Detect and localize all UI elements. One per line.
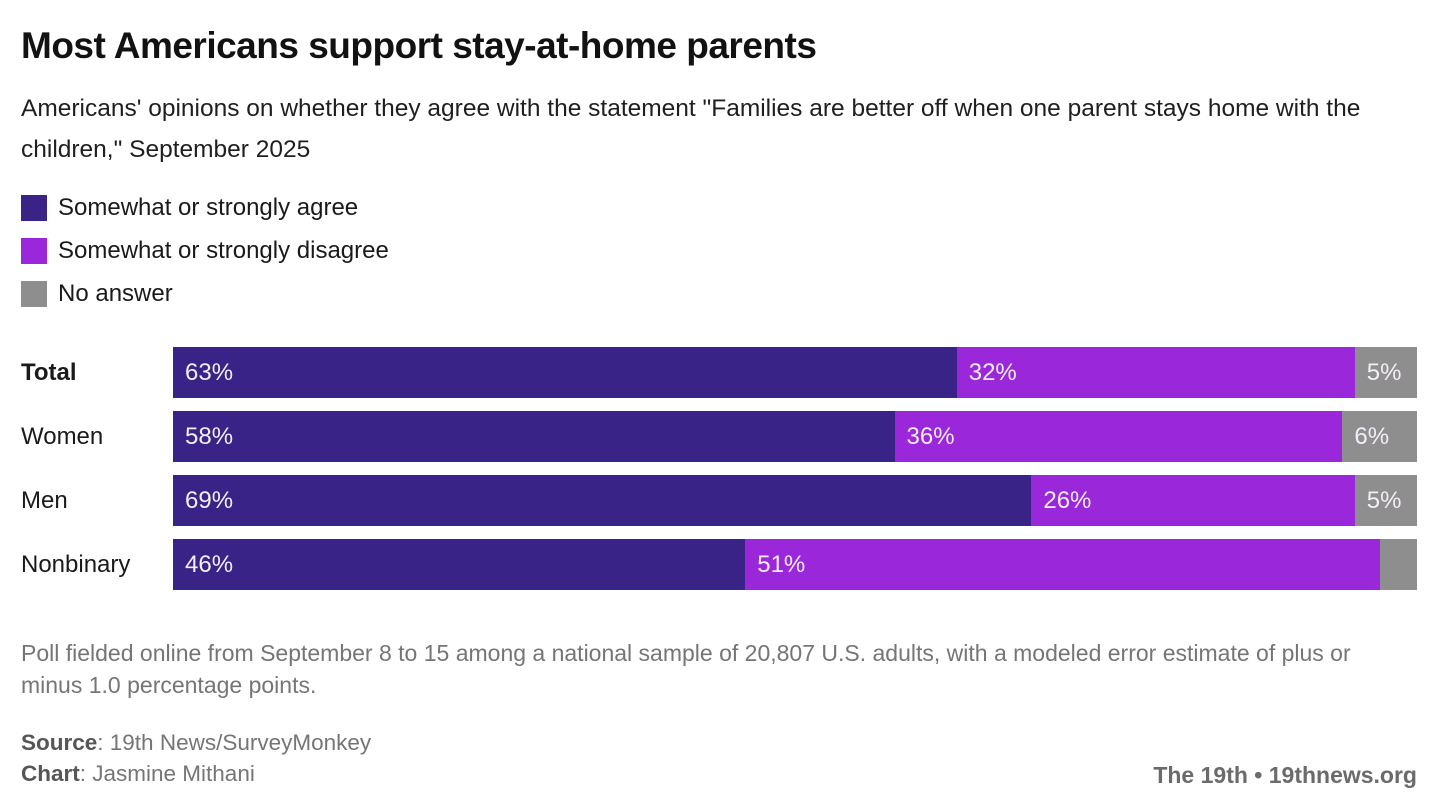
legend-item-disagree: Somewhat or strongly disagree (21, 237, 1417, 264)
bar-track: 46% 51% (173, 539, 1417, 590)
page-title: Most Americans support stay-at-home pare… (21, 25, 817, 66)
bar-value-label: 5% (1366, 358, 1402, 386)
category-label: Total (21, 358, 77, 386)
chart-subtitle: Americans' opinions on whether they agre… (21, 95, 1361, 163)
legend-swatch-disagree (21, 238, 47, 264)
source-line: Source: 19th News/SurveyMonkey (21, 727, 371, 758)
bar-segment: 36% (894, 411, 1343, 462)
legend-label: Somewhat or strongly agree (58, 194, 359, 221)
bar-row: Women 58% 36% 6% (21, 411, 1417, 462)
legend-item-no-answer: No answer (21, 280, 1417, 307)
bar-value-label: 36% (906, 422, 955, 450)
chart-credit-line: Chart: Jasmine Mithani (21, 758, 371, 789)
legend-swatch-no-answer (21, 281, 47, 307)
bar-track: 69% 26% 5% (173, 475, 1417, 526)
category-label: Men (21, 486, 68, 514)
bar-value-label: 5% (1366, 486, 1402, 514)
legend-swatch-agree (21, 195, 47, 221)
bar-segment: 5% (1354, 347, 1417, 398)
bar-segment: 63% (173, 347, 957, 398)
bar-segment: 69% (173, 475, 1032, 526)
bar-value-label: 32% (968, 358, 1017, 386)
bar-value-label: 69% (185, 486, 234, 514)
bar-value-label: 63% (185, 358, 234, 386)
chart-credit-label: Chart (21, 761, 80, 786)
bar-segment: 26% (1031, 475, 1355, 526)
bar-segment: 6% (1342, 411, 1417, 462)
bar-segment: 46% (173, 539, 746, 590)
bar-value-label: 58% (185, 422, 234, 450)
methodology-note: Poll fielded online from September 8 to … (21, 640, 1351, 698)
stacked-bar-chart: Total 63% 32% 5% Women 58% 36% 6% Men 69% 26% 5% Non… (21, 347, 1417, 603)
bar-value-label: 6% (1354, 422, 1390, 450)
legend-item-agree: Somewhat or strongly agree (21, 194, 1417, 221)
bar-rows: Total 63% 32% 5% Women 58% 36% 6% Men 69% 26% 5% Non… (21, 347, 1417, 590)
legend-label: No answer (58, 280, 173, 307)
branding: The 19th • 19thnews.org (1153, 762, 1417, 788)
category-label: Women (21, 422, 104, 450)
source-value: : 19th News/SurveyMonkey (97, 730, 372, 755)
bar-segment: 51% (745, 539, 1380, 590)
bar-value-label: 26% (1043, 486, 1092, 514)
bar-row: Men 69% 26% 5% (21, 475, 1417, 526)
category-label: Nonbinary (21, 550, 131, 578)
bar-value-label: 51% (757, 550, 806, 578)
footer-row: Source: 19th News/SurveyMonkey Chart: Ja… (21, 727, 1417, 789)
bar-row: Nonbinary 46% 51% (21, 539, 1417, 590)
credits: Source: 19th News/SurveyMonkey Chart: Ja… (21, 727, 371, 789)
legend: Somewhat or strongly agree Somewhat or s… (21, 194, 1417, 324)
source-label: Source (21, 730, 98, 755)
bar-segment: 32% (956, 347, 1355, 398)
bar-track: 63% 32% 5% (173, 347, 1417, 398)
chart-credit-value: : Jasmine Mithani (79, 761, 255, 786)
bar-segment: 58% (173, 411, 895, 462)
bar-track: 58% 36% 6% (173, 411, 1417, 462)
bar-value-label: 46% (185, 550, 234, 578)
bar-segment (1379, 539, 1417, 590)
bar-segment: 5% (1354, 475, 1417, 526)
legend-label: Somewhat or strongly disagree (58, 237, 389, 264)
bar-row: Total 63% 32% 5% (21, 347, 1417, 398)
